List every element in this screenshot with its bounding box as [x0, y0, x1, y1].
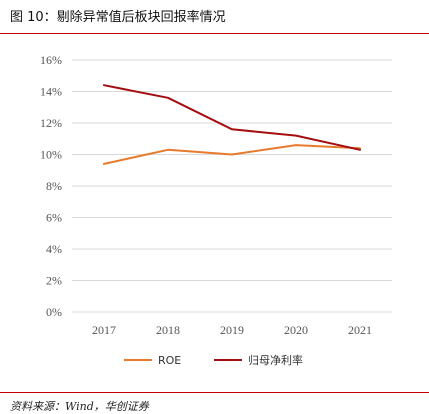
series-1-point [359, 149, 361, 151]
x-tick-label: 2021 [348, 323, 372, 337]
series-0-point [295, 144, 297, 146]
series-line-0 [103, 144, 361, 165]
y-tick-label: 6% [46, 211, 62, 225]
top-rule [0, 33, 429, 34]
series-0-point [103, 163, 105, 165]
y-tick-label: 12% [40, 116, 62, 130]
x-axis-ticks: 2017 2018 2019 2020 2021 [92, 323, 372, 337]
line-chart: 0%2%4%6%8%10%12%14%16% 2017 2018 2019 2020 2… [40, 53, 392, 367]
series-0-point [231, 154, 233, 156]
legend: ROE 归母净利率 [124, 353, 303, 367]
series-1-point [103, 84, 105, 86]
y-tick-label: 0% [46, 305, 62, 319]
x-tick-label: 2020 [284, 323, 308, 337]
y-axis-ticks: 0% 2% 4% 6% 8% 10% 12% 14% 16% [40, 53, 62, 319]
series-lines [103, 84, 361, 165]
y-tick-label: 4% [46, 242, 62, 256]
y-tick-label: 10% [40, 148, 62, 162]
series-1-point [231, 128, 233, 130]
grid-lines [72, 59, 392, 313]
bottom-rule [0, 392, 429, 393]
series-1-point [167, 97, 169, 99]
source-note: 资料来源：Wind，华创证券 [10, 400, 149, 413]
legend-label-1: 归母净利率 [248, 353, 303, 367]
series-1-point [295, 135, 297, 137]
series-0-point [167, 149, 169, 151]
legend-label-0: ROE [158, 354, 181, 367]
y-tick-label: 14% [40, 85, 62, 99]
series-line-1 [103, 84, 361, 151]
x-tick-label: 2018 [156, 323, 180, 337]
figure-title: 图 10：剔除异常值后板块回报率情况 [10, 10, 226, 25]
x-tick-label: 2019 [220, 323, 244, 337]
x-tick-label: 2017 [92, 323, 116, 337]
y-tick-label: 16% [40, 53, 62, 67]
y-tick-label: 8% [46, 179, 62, 193]
y-tick-label: 2% [46, 274, 62, 288]
